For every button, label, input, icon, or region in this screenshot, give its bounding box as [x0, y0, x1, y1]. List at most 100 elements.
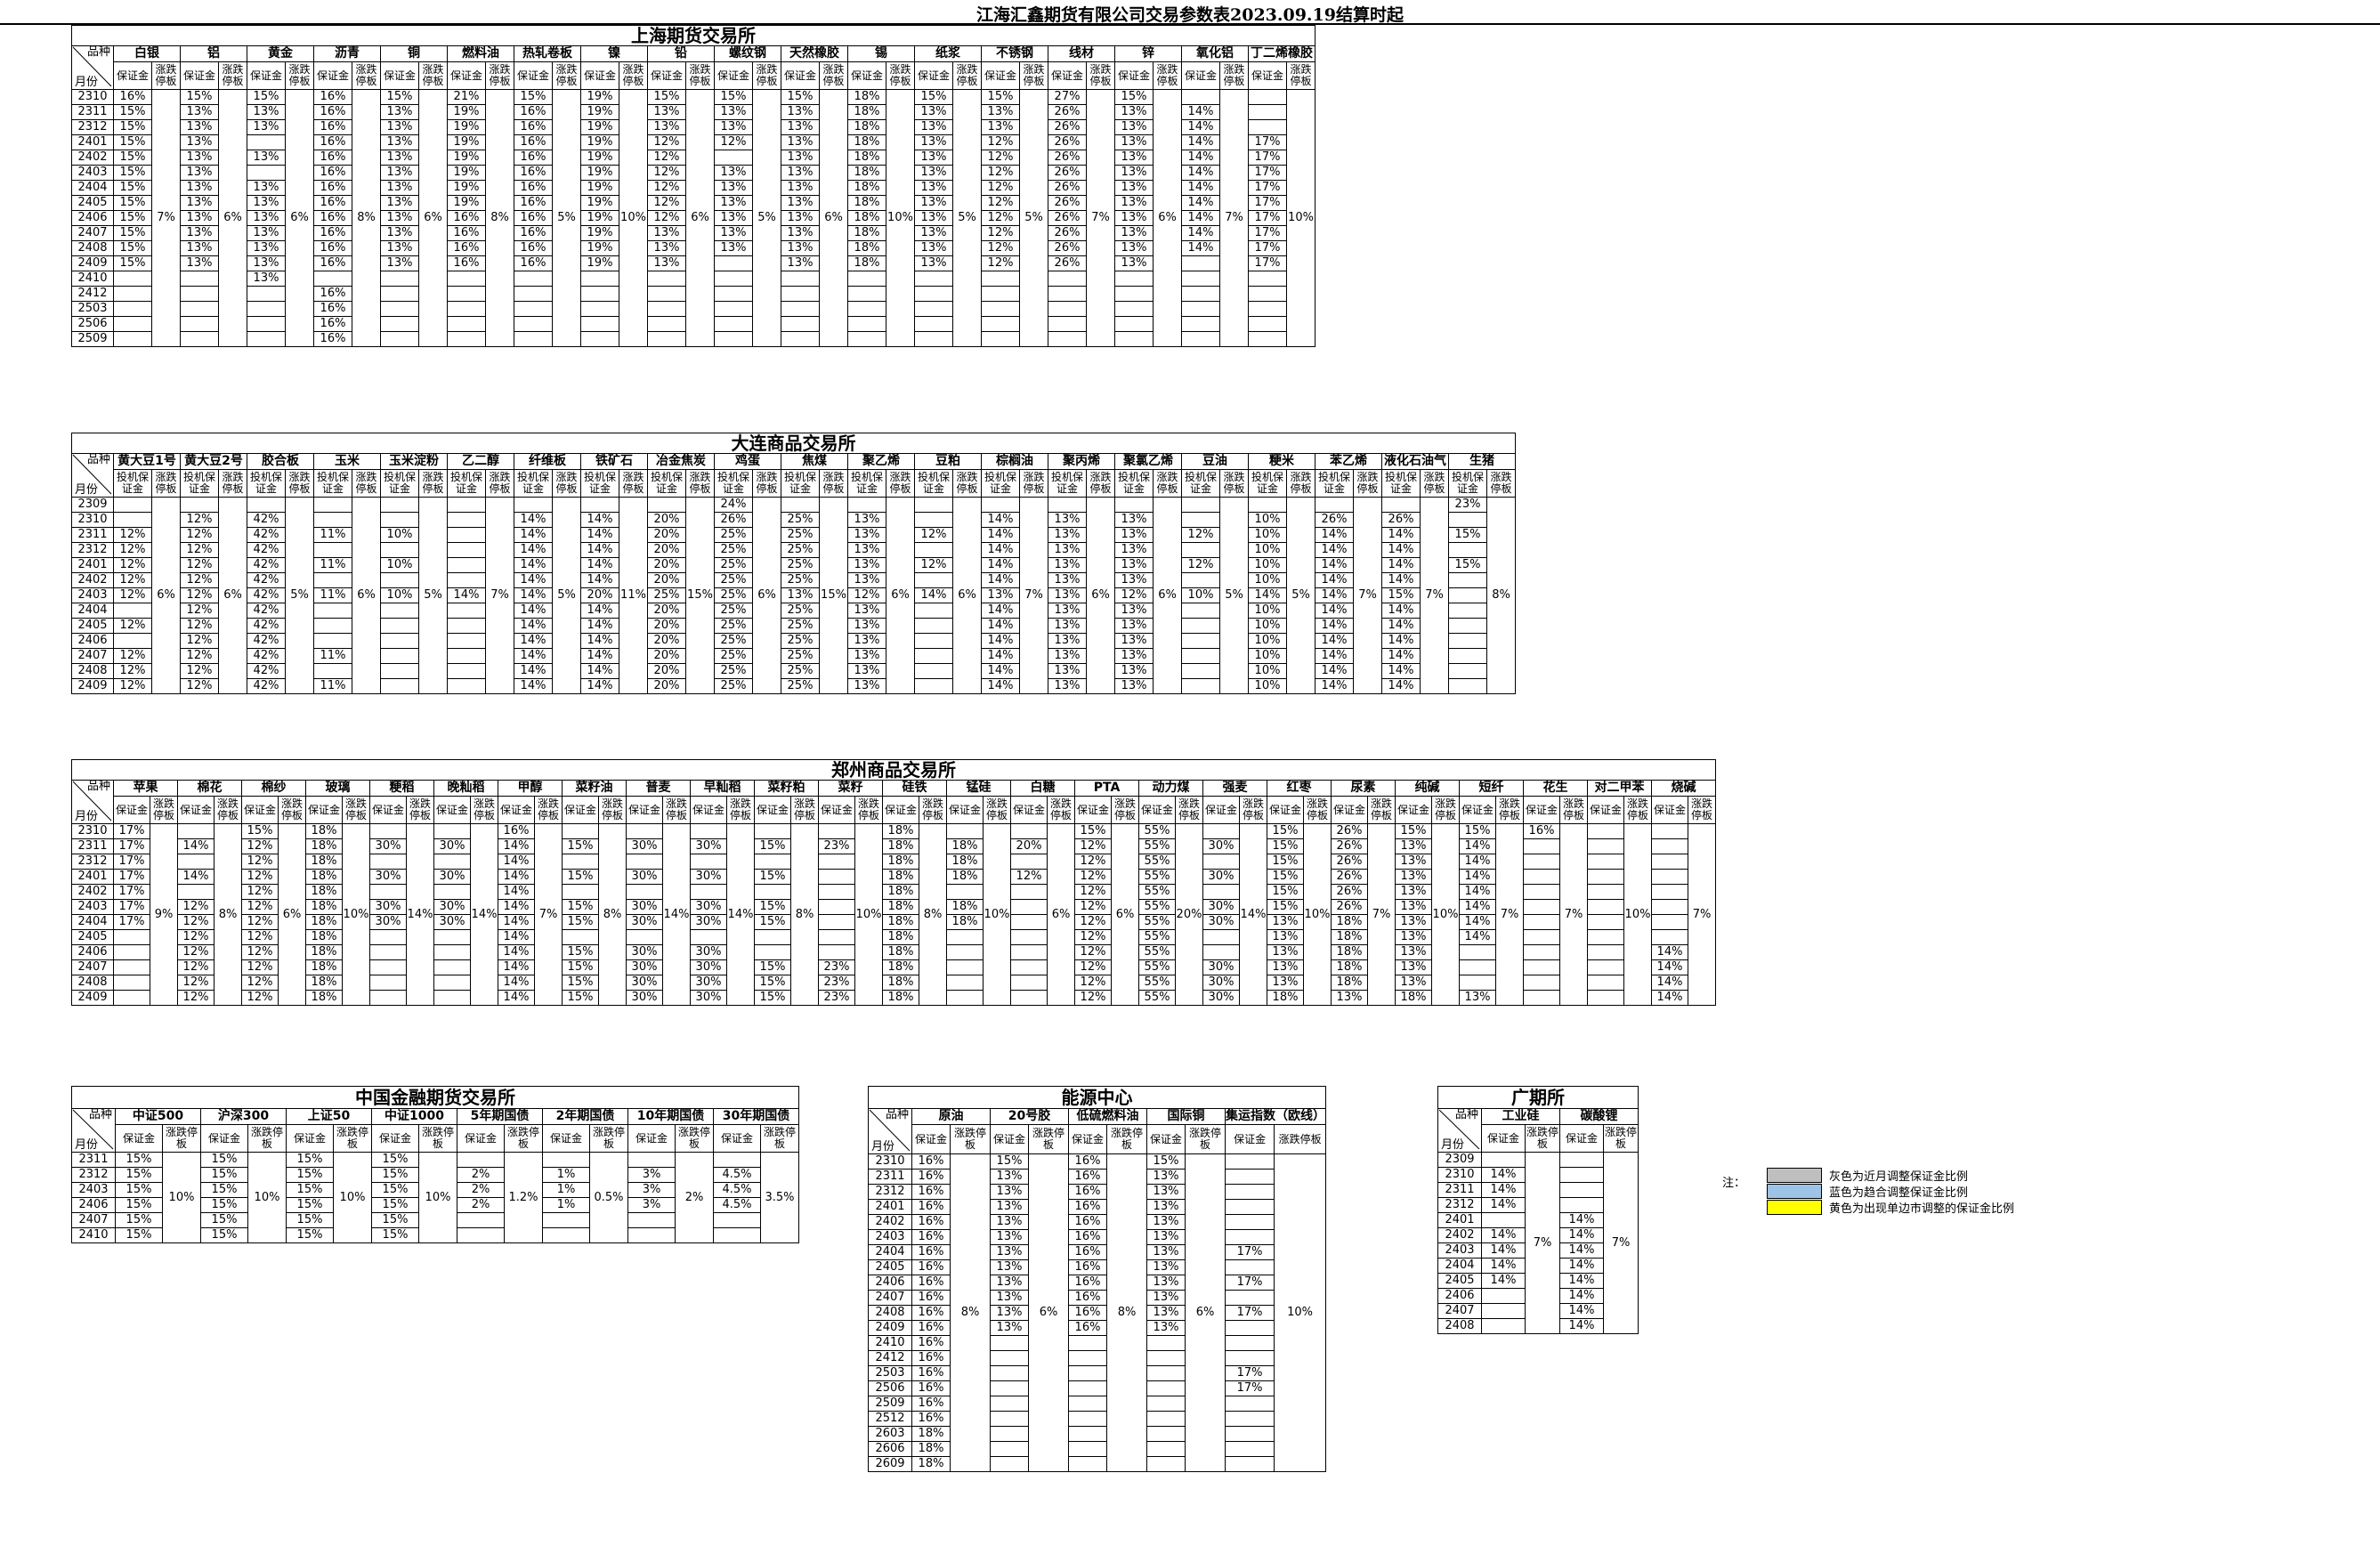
- margin-cell: [981, 286, 1020, 302]
- margin-cell: 15%: [981, 89, 1020, 105]
- margin-cell: 16%: [911, 1365, 951, 1381]
- margin-cell: 13%: [1048, 618, 1087, 634]
- margin-cell: [514, 271, 553, 287]
- margin-cell: [380, 542, 419, 558]
- limit-cell: 8%: [214, 823, 242, 1006]
- margin-cell: [447, 331, 486, 347]
- month-cell: 2409: [71, 255, 114, 271]
- margin-cell: 13%: [847, 557, 886, 573]
- margin-cell: 14%: [498, 914, 535, 930]
- margin-cell: 16%: [313, 316, 352, 332]
- product-header-11: 菜籽粕: [754, 780, 819, 797]
- table-row: 2408 14%: [1437, 1318, 1639, 1334]
- margin-cell: 25%: [714, 678, 753, 694]
- margin-cell: [690, 929, 727, 945]
- margin-cell: 13%: [1114, 150, 1154, 166]
- margin-cell: 25%: [781, 633, 820, 649]
- margin-cell: 14%: [1381, 648, 1421, 664]
- margin-cell: 14%: [1459, 914, 1496, 930]
- month-cell: 2407: [71, 959, 114, 975]
- subheader-margin-7: 保证金: [627, 1124, 676, 1153]
- subheader-margin-9: 保证金: [626, 796, 663, 824]
- margin-cell: 10%: [1181, 587, 1220, 603]
- margin-cell: 18%: [847, 195, 886, 211]
- margin-cell: [914, 271, 953, 287]
- subheader-limit-23: 涨跌停板: [1559, 796, 1588, 824]
- margin-cell: [514, 286, 553, 302]
- margin-cell: 17%: [1248, 150, 1287, 166]
- margin-cell: [1202, 823, 1240, 839]
- margin-cell: [981, 316, 1020, 332]
- margin-cell: 14%: [1559, 1258, 1604, 1274]
- margin-cell: [580, 271, 619, 287]
- product-header-8: 30年期国债: [713, 1108, 799, 1125]
- margin-cell: [514, 497, 553, 513]
- data-table-gfex: 广期所 品种 月份 工业硅 碳酸锂 保证金 涨跌停板 保证金 涨跌停板 2309 7% 7% 2310 1…: [1437, 1086, 1639, 1334]
- margin-cell: 19%: [580, 104, 619, 120]
- limit-cell: 2%: [675, 1152, 714, 1243]
- margin-cell: 19%: [447, 180, 486, 196]
- subheader-limit-3: 涨跌停板: [285, 469, 314, 498]
- margin-cell: [818, 869, 855, 885]
- subheader-margin-17: 保证金: [1181, 61, 1220, 90]
- product-header-4: 玉米: [313, 453, 381, 470]
- margin-cell: 14%: [981, 618, 1020, 634]
- margin-cell: [914, 286, 953, 302]
- margin-cell: 13%: [180, 195, 219, 211]
- margin-cell: 55%: [1138, 838, 1176, 854]
- margin-cell: 15%: [754, 990, 791, 1006]
- margin-cell: 13%: [1114, 180, 1154, 196]
- margin-cell: 14%: [498, 990, 535, 1006]
- margin-cell: 11%: [313, 527, 352, 543]
- margin-cell: 16%: [1068, 1305, 1107, 1321]
- legend-text-1: 灰色为近月调整保证金比例: [1829, 1170, 1969, 1184]
- limit-cell: 5%: [552, 89, 581, 347]
- margin-cell: 18%: [882, 823, 919, 839]
- margin-cell: 14%: [580, 633, 619, 649]
- margin-cell: 13%: [1395, 884, 1432, 900]
- margin-cell: [1448, 542, 1487, 558]
- margin-cell: 23%: [818, 838, 855, 854]
- margin-cell: 14%: [981, 557, 1020, 573]
- subheader-limit-4: 涨跌停板: [352, 61, 381, 90]
- margin-cell: [1587, 899, 1624, 915]
- margin-cell: 17%: [113, 914, 150, 930]
- margin-cell: 18%: [1331, 975, 1368, 991]
- margin-cell: 13%: [247, 225, 286, 241]
- margin-cell: [433, 854, 471, 870]
- margin-cell: 17%: [113, 869, 150, 885]
- margin-cell: 12%: [113, 663, 152, 679]
- margin-cell: [1523, 990, 1560, 1006]
- margin-cell: 10%: [1248, 633, 1287, 649]
- margin-cell: [1523, 944, 1560, 960]
- margin-cell: 15%: [113, 165, 152, 181]
- month-cell: 2312: [71, 119, 114, 135]
- margin-cell: [914, 678, 953, 694]
- margin-cell: 15%: [113, 225, 152, 241]
- margin-cell: 12%: [180, 557, 219, 573]
- margin-cell: 14%: [981, 542, 1020, 558]
- subheader-limit-5: 涨跌停板: [406, 796, 434, 824]
- subheader-limit-2: 涨跌停板: [218, 469, 247, 498]
- margin-cell: [1181, 633, 1220, 649]
- product-header-5: 集运指数（欧线）: [1225, 1108, 1326, 1125]
- margin-cell: [690, 823, 727, 839]
- margin-cell: [1010, 914, 1048, 930]
- margin-cell: 14%: [1315, 678, 1354, 694]
- subheader-limit-8: 涨跌停板: [598, 796, 627, 824]
- margin-cell: 17%: [1248, 225, 1287, 241]
- month-cell: 2506: [868, 1380, 912, 1396]
- margin-cell: 30%: [626, 838, 663, 854]
- margin-cell: 14%: [1559, 1273, 1604, 1289]
- subheader-limit-8: 涨跌停板: [619, 61, 648, 90]
- margin-cell: [113, 316, 152, 332]
- margin-cell: 25%: [781, 542, 820, 558]
- margin-cell: [1481, 1318, 1526, 1334]
- margin-cell: 14%: [1559, 1288, 1604, 1304]
- margin-cell: 13%: [1267, 914, 1304, 930]
- margin-cell: 12%: [1074, 914, 1112, 930]
- subheader-limit-15: 涨跌停板: [1086, 61, 1115, 90]
- margin-cell: 13%: [1395, 975, 1432, 991]
- margin-cell: 25%: [714, 572, 753, 588]
- table-row: 2405 12% 12% 42% 14% 14% 20% 25% 25% 13% 14% 13% 13%…: [71, 618, 1516, 634]
